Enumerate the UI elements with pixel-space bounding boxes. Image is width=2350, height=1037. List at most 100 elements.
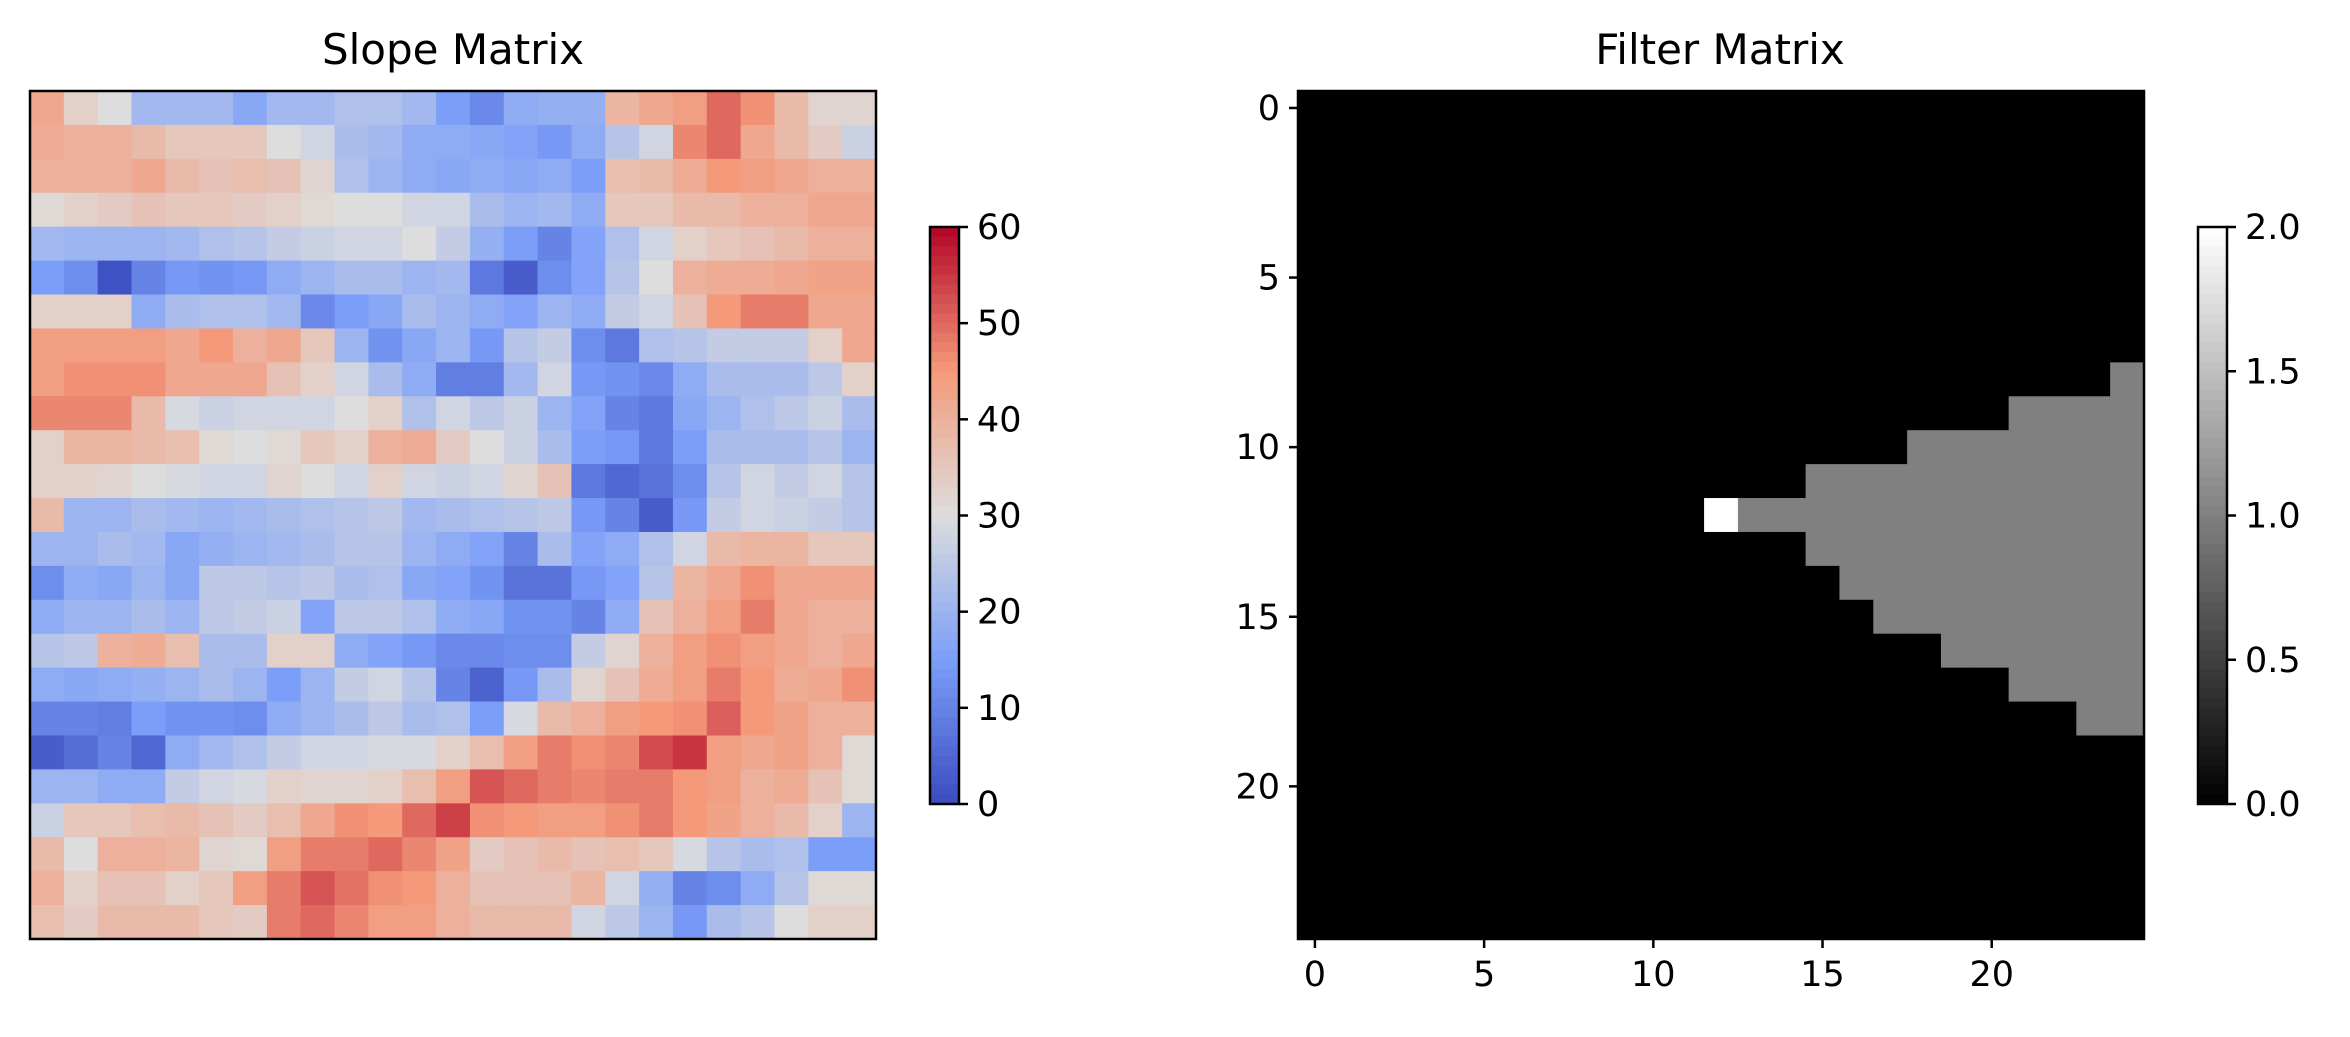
heatmap-cell: [1805, 531, 1841, 567]
colorbar-segment: [2198, 573, 2227, 584]
heatmap-cell: [1940, 294, 1976, 330]
filter-colorbar: 2.0 1.5 1.0 0.5 0.0: [2196, 208, 2301, 825]
heatmap-cell: [199, 871, 234, 906]
heatmap-cell: [1534, 531, 1570, 567]
heatmap-cell: [469, 294, 505, 330]
heatmap-cell: [165, 294, 200, 330]
heatmap-cell: [1737, 667, 1773, 703]
colorbar-segment: [930, 438, 959, 449]
heatmap-cell: [266, 905, 302, 940]
heatmap-cell: [2008, 735, 2044, 770]
heatmap-cell: [1399, 124, 1434, 160]
colorbar-segment: [930, 428, 959, 440]
heatmap-cell: [639, 667, 674, 703]
heatmap-cell: [368, 701, 403, 737]
colorbar-segment: [930, 553, 959, 565]
heatmap-cell: [1805, 565, 1841, 601]
heatmap-cell: [266, 633, 302, 669]
heatmap-cell: [1704, 803, 1739, 838]
colorbar-segment: [2198, 755, 2227, 767]
heatmap-cell: [1399, 837, 1434, 872]
heatmap-cell: [1771, 498, 1807, 533]
heatmap-cell: [740, 260, 776, 296]
heatmap-cell: [537, 260, 573, 296]
heatmap-cell: [368, 260, 403, 296]
heatmap-cell: [2076, 769, 2111, 804]
heatmap-cell: [368, 633, 403, 669]
heatmap-cell: [469, 260, 505, 296]
heatmap-cell: [1907, 124, 1942, 160]
heatmap-cell: [1771, 260, 1807, 296]
heatmap-cell: [266, 396, 302, 431]
heatmap-cell: [233, 735, 268, 770]
colorbar-segment: [930, 630, 959, 642]
colorbar-segment: [2198, 659, 2227, 670]
heatmap-cell: [1907, 531, 1942, 567]
heatmap-cell: [334, 362, 369, 397]
heatmap-cell: [300, 124, 336, 160]
heatmap-cell: [740, 599, 776, 635]
heatmap-cell: [97, 871, 133, 906]
heatmap-cell: [1670, 803, 1705, 838]
heatmap-cell: [1602, 633, 1637, 669]
heatmap-cell: [1568, 158, 1604, 194]
heatmap-cell: [1636, 396, 1671, 431]
heatmap-cell: [774, 667, 809, 703]
heatmap-cell: [1737, 565, 1773, 601]
heatmap-cell: [97, 362, 133, 397]
y-tick-label: 15: [1235, 598, 1280, 638]
heatmap-cell: [2076, 837, 2111, 872]
heatmap-cell: [842, 464, 877, 499]
heatmap-cell: [706, 294, 742, 330]
heatmap-cell: [436, 599, 471, 635]
heatmap-cell: [2042, 124, 2077, 160]
heatmap-cell: [1839, 633, 1874, 669]
y-tick-label: 5: [1258, 259, 1280, 299]
heatmap-cell: [165, 565, 200, 601]
y-tick-label: 0: [1258, 89, 1280, 129]
heatmap-cell: [97, 430, 133, 465]
heatmap-cell: [571, 803, 606, 838]
heatmap-cell: [1974, 192, 2010, 228]
heatmap-cell: [334, 803, 369, 838]
heatmap-cell: [469, 498, 505, 533]
heatmap-cell: [1974, 735, 2010, 770]
heatmap-cell: [1771, 91, 1807, 126]
heatmap-cell: [30, 464, 65, 499]
heatmap-cell: [2042, 498, 2077, 533]
heatmap-cell: [131, 498, 166, 533]
heatmap-cell: [1467, 158, 1502, 194]
heatmap-cell: [1670, 769, 1705, 804]
heatmap-cell: [1433, 158, 1468, 194]
heatmap-cell: [165, 192, 200, 228]
heatmap-cell: [199, 124, 234, 160]
heatmap-cell: [605, 362, 640, 397]
heatmap-cell: [1399, 565, 1434, 601]
heatmap-cell: [368, 905, 403, 940]
heatmap-cell: [131, 124, 166, 160]
colorbar-segment: [2198, 419, 2227, 430]
heatmap-cell: [1636, 294, 1671, 330]
heatmap-cell: [639, 294, 674, 330]
heatmap-cell: [1737, 599, 1773, 635]
heatmap-cell: [639, 837, 674, 872]
heatmap-cell: [469, 328, 505, 363]
heatmap-cell: [1331, 226, 1367, 262]
heatmap-cell: [1974, 158, 2010, 194]
heatmap-cell: [300, 565, 336, 601]
heatmap-cell: [1501, 905, 1536, 940]
heatmap-cell: [469, 837, 505, 872]
heatmap-cell: [1568, 837, 1604, 872]
heatmap-cell: [30, 803, 65, 838]
heatmap-cell: [1365, 701, 1401, 737]
heatmap-cell: [842, 430, 877, 465]
heatmap-cell: [1636, 430, 1671, 465]
heatmap-cell: [199, 396, 234, 431]
heatmap-cell: [300, 294, 336, 330]
heatmap-cell: [1771, 701, 1807, 737]
heatmap-cell: [1534, 667, 1570, 703]
heatmap-cell: [537, 91, 573, 126]
heatmap-cell: [266, 837, 302, 872]
heatmap-cell: [1501, 735, 1536, 770]
heatmap-cell: [1974, 599, 2010, 635]
